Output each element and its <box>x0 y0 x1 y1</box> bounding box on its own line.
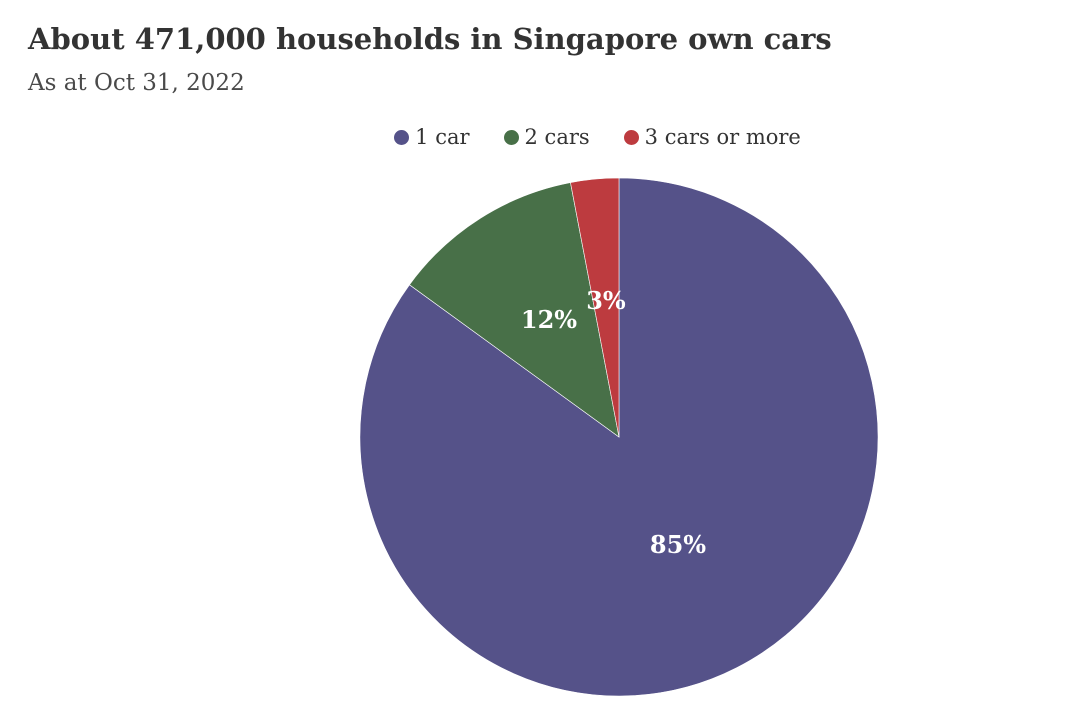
legend-swatch-1-car <box>394 129 410 145</box>
legend-swatch-3-cars-or-more <box>623 129 639 145</box>
slice-label-1-car: 85% <box>650 530 706 559</box>
pie-slice-3-cars-or-more[interactable] <box>570 177 620 438</box>
legend-swatch-2-cars <box>503 129 519 145</box>
chart-subtitle: As at Oct 31, 2022 <box>28 70 245 96</box>
slice-label-3-cars-or-more: 3% <box>586 286 626 315</box>
chart-title: About 471,000 households in Singapore ow… <box>28 22 832 56</box>
legend-item-2-cars[interactable]: 2 cars <box>503 125 590 149</box>
pie-labels: 85% 12% 3% <box>521 286 706 559</box>
legend-label-1-car: 1 car <box>415 125 470 149</box>
legend-label-2-cars: 2 cars <box>524 125 590 149</box>
legend-label-3-cars-or-more: 3 cars or more <box>644 125 801 149</box>
chart-legend: 1 car 2 cars 3 cars or more <box>0 125 1080 149</box>
legend-item-1-car[interactable]: 1 car <box>394 125 470 149</box>
legend-item-3-cars-or-more[interactable]: 3 cars or more <box>623 125 801 149</box>
slice-label-2-cars: 12% <box>521 305 577 334</box>
pie-slices <box>359 177 879 697</box>
pie-slice-2-cars[interactable] <box>409 182 620 438</box>
